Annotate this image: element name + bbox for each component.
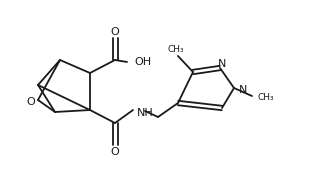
Text: N: N xyxy=(218,59,226,69)
Text: OH: OH xyxy=(134,57,151,67)
Text: O: O xyxy=(27,97,35,107)
Text: N: N xyxy=(239,85,247,95)
Text: O: O xyxy=(111,27,119,37)
Text: CH₃: CH₃ xyxy=(258,93,275,101)
Text: CH₃: CH₃ xyxy=(168,46,184,54)
Text: NH: NH xyxy=(137,108,154,118)
Text: O: O xyxy=(111,147,119,157)
